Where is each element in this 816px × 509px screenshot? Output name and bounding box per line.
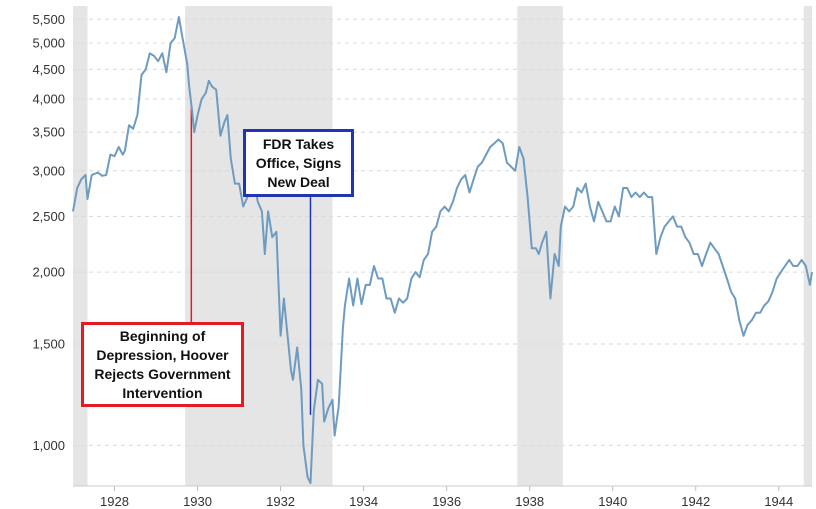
- y-tick-label: 2,500: [32, 209, 65, 224]
- x-tick-label: 1938: [515, 494, 544, 509]
- y-tick-label: 4,500: [32, 62, 65, 77]
- x-tick-label: 1936: [432, 494, 461, 509]
- recession-band: [517, 6, 563, 486]
- y-tick-label: 4,000: [32, 91, 65, 106]
- annotation-depression-line: Depression, Hoover: [96, 346, 229, 363]
- x-axis: 1928 1930 1932 1934 1936 1938 1940 1942 1944: [73, 485, 812, 509]
- y-tick-label: 3,500: [32, 125, 65, 140]
- x-tick-label: 1930: [183, 494, 212, 509]
- annotation-depression: Beginning of Depression, Hoover Rejects …: [81, 322, 244, 407]
- y-axis: 1,000 1,500 2,000 2,500 3,000 3,500 4,000 4,500…: [32, 12, 65, 453]
- y-tick-label: 5,500: [32, 12, 65, 27]
- x-tick-label: 1934: [349, 494, 378, 509]
- series-line: [72, 16, 813, 485]
- x-tick-label: 1940: [598, 494, 627, 509]
- y-tick-label: 2,000: [32, 265, 65, 280]
- recession-band: [73, 6, 88, 486]
- annotation-new-deal: FDR Takes Office, Signs New Deal: [243, 129, 354, 197]
- annotation-new-deal-line: Office, Signs: [255, 154, 342, 171]
- annotation-new-deal-line: New Deal: [267, 173, 330, 190]
- x-tick-label: 1928: [100, 494, 129, 509]
- y-tick-label: 1,500: [32, 337, 65, 352]
- x-tick-label: 1944: [764, 494, 793, 509]
- y-tick-label: 1,000: [32, 438, 65, 453]
- recession-band: [803, 6, 812, 486]
- x-tick-label: 1932: [266, 494, 295, 509]
- annotation-connectors: [190, 108, 312, 415]
- recession-bands: [73, 6, 812, 486]
- y-tick-label: 5,000: [32, 36, 65, 51]
- annotation-depression-line: Intervention: [122, 384, 203, 401]
- annotation-depression-line: Beginning of: [119, 327, 206, 344]
- y-tick-label: 3,000: [32, 163, 65, 178]
- gridlines: [73, 18, 812, 446]
- x-tick-label: 1942: [681, 494, 710, 509]
- annotation-depression-line: Rejects Government: [94, 365, 231, 382]
- annotation-new-deal-line: FDR Takes: [262, 135, 335, 152]
